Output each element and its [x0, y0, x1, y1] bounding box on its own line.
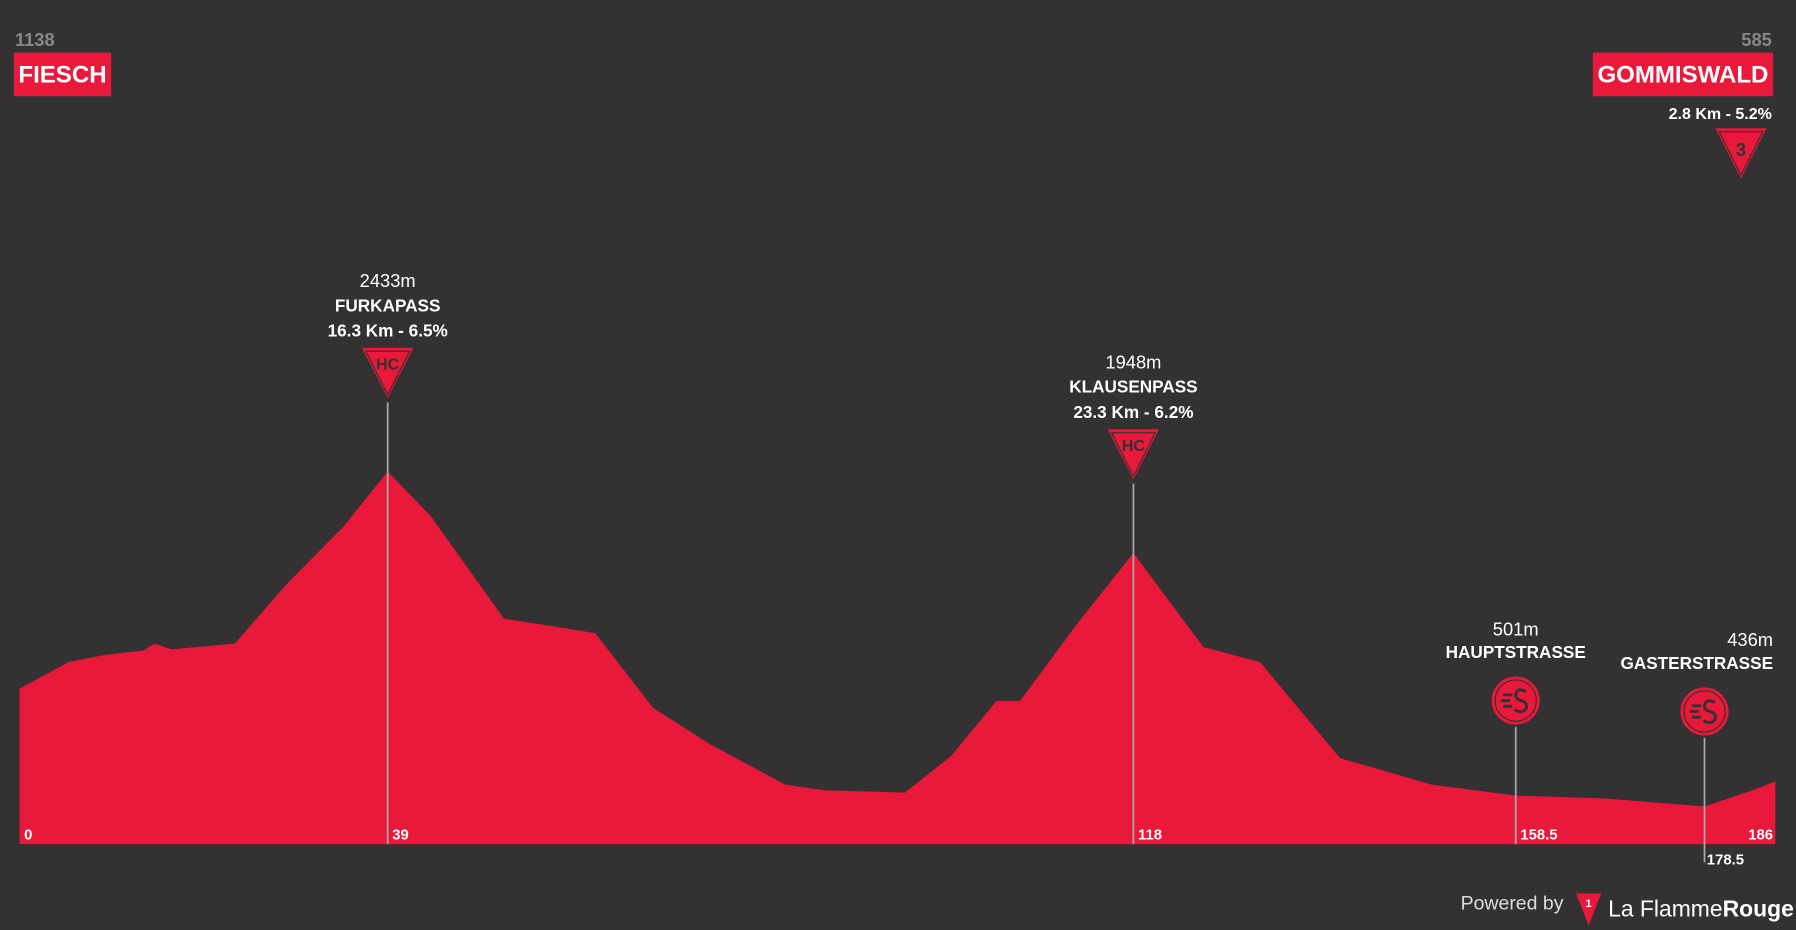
sprint-marker	[1489, 674, 1543, 727]
climb-category: HC	[1122, 437, 1146, 455]
finish-climb-marker	[1711, 125, 1771, 184]
start-name: FIESCH	[18, 61, 106, 88]
sprint-icon	[1689, 699, 1717, 725]
sprint-elevation: 436m	[1727, 629, 1773, 650]
sprint-marker-ring	[1683, 690, 1726, 733]
brand-a: La Flamme	[1608, 895, 1723, 921]
climb-marker-inner	[364, 350, 411, 397]
finish-climb-info: 2.8 Km - 5.2%	[1669, 105, 1772, 123]
climb-category: HC	[376, 356, 400, 374]
finish-climb-marker-inner	[1718, 131, 1764, 177]
x-tick-label: 39	[392, 828, 409, 844]
climb-marker-inner	[1110, 432, 1157, 478]
start-elevation: 1138	[15, 29, 55, 50]
x-tick-label: 186	[1748, 828, 1773, 844]
logo-mark	[1576, 893, 1602, 926]
sprint-icon	[1500, 688, 1529, 714]
x-tick-label: 178.5	[1707, 853, 1744, 869]
finish-category: 3	[1736, 139, 1746, 160]
sprint-elevation: 501m	[1493, 618, 1539, 639]
finish-name: GOMMISWALD	[1597, 61, 1768, 88]
climb-info: 23.3 Km - 6.2%	[1073, 402, 1193, 422]
climb-name: KLAUSENPASS	[1069, 377, 1197, 397]
climb-elevation: 1948m	[1105, 352, 1161, 373]
climb-name: FURKAPASS	[335, 295, 440, 315]
climb-marker	[358, 345, 418, 404]
finish-elevation: 585	[1741, 29, 1772, 50]
finish-badge	[1592, 52, 1774, 97]
climb-info: 16.3 Km - 6.5%	[328, 320, 448, 340]
sprint-name: GASTERSTRASSE	[1620, 653, 1773, 673]
powered-by: Powered by	[1461, 892, 1564, 914]
x-tick-label: 0	[24, 828, 32, 844]
brand-b: Rouge	[1723, 895, 1794, 921]
sprint-name: HAUPTSTRASSE	[1446, 642, 1586, 662]
sprint-marker	[1678, 685, 1731, 738]
profile-area	[19, 471, 1776, 845]
start-badge	[13, 52, 112, 97]
climb-elevation: 2433m	[360, 270, 416, 291]
climb-marker	[1104, 426, 1163, 485]
brand: La FlammeRouge	[1608, 895, 1794, 921]
x-tick-label: 118	[1138, 828, 1162, 844]
logo-number: 1	[1585, 898, 1592, 910]
footer: Powered by 1 La FlammeRouge	[1461, 892, 1794, 926]
x-tick-label: 158.5	[1520, 828, 1557, 844]
sprint-marker-ring	[1494, 679, 1537, 722]
